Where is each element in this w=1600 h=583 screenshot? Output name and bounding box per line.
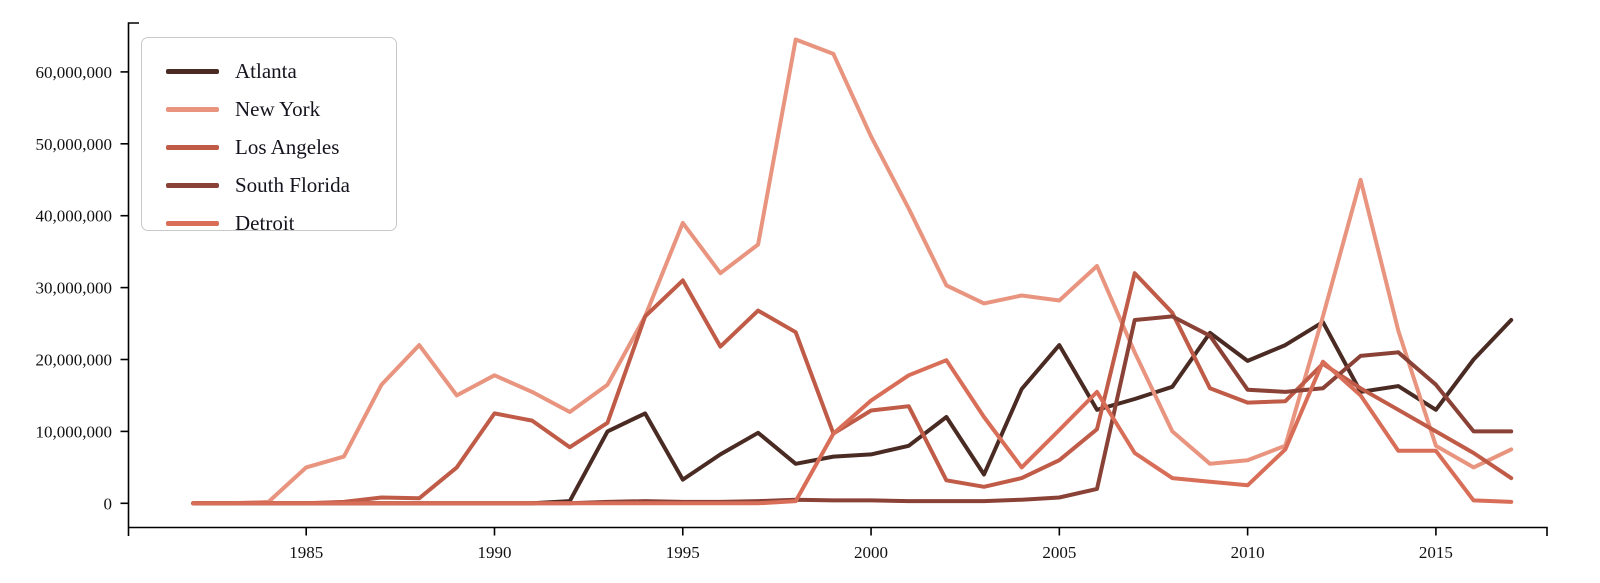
legend-swatch-detroit <box>166 220 219 226</box>
legend-item: Los Angeles <box>166 128 396 166</box>
y-tick-label: 40,000,000 <box>36 207 113 226</box>
legend-item: Detroit <box>166 204 396 242</box>
y-axis <box>127 22 139 527</box>
y-tick-label: 0 <box>104 494 113 513</box>
x-tick-label: 2005 <box>1042 543 1076 562</box>
legend-swatch-south-florida <box>166 182 219 188</box>
legend-item: Atlanta <box>166 52 396 90</box>
series-line-detroit <box>191 358 1514 506</box>
legend-swatch-atlanta <box>166 68 219 74</box>
series-line-new-york <box>191 37 1514 506</box>
legend-swatch-new-york <box>166 106 219 112</box>
x-axis <box>127 526 1548 536</box>
y-tick-label: 60,000,000 <box>36 63 113 82</box>
legend-item-label: New York <box>235 96 321 121</box>
series-line-los-angeles <box>191 271 1514 506</box>
legend-swatch-los-angeles <box>166 144 219 150</box>
x-tick-label: 2010 <box>1231 543 1265 562</box>
y-tick-label: 20,000,000 <box>36 351 113 370</box>
legend-item-label: Los Angeles <box>235 134 340 159</box>
x-tick-label: 2015 <box>1419 543 1453 562</box>
x-tick-label: 1990 <box>477 543 511 562</box>
x-tick-label: 2000 <box>854 543 888 562</box>
y-tick-label: 50,000,000 <box>36 135 113 154</box>
y-tick-label: 30,000,000 <box>36 279 113 298</box>
legend-item: New York <box>166 90 396 128</box>
y-tick-label: 10,000,000 <box>36 422 113 441</box>
legend-item-label: South Florida <box>235 172 350 197</box>
legend-item-label: Detroit <box>235 210 295 235</box>
legend: Atlanta New York Los Angeles South Flori… <box>141 37 397 233</box>
x-tick-label: 1995 <box>666 543 700 562</box>
legend-item-label: Atlanta <box>235 58 297 83</box>
legend-item: South Florida <box>166 166 396 204</box>
x-tick-label: 1985 <box>289 543 323 562</box>
